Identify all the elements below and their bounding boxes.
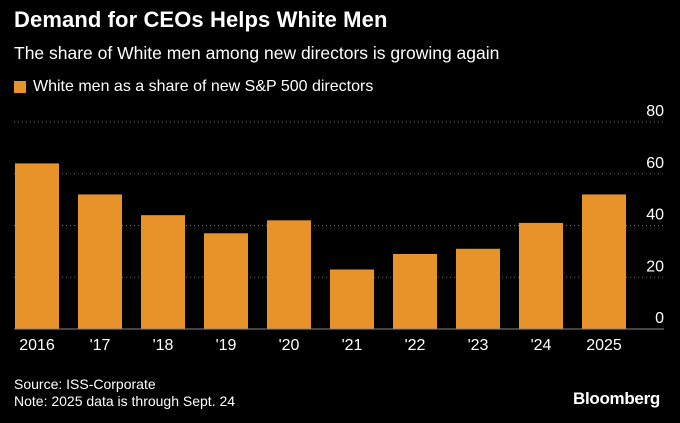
bar-2025 — [582, 194, 626, 329]
x-tick-label: '23 — [468, 337, 489, 354]
y-tick-label: 20 — [646, 258, 664, 275]
bar-23 — [456, 248, 500, 329]
legend-swatch — [14, 81, 26, 93]
y-tick-label: 60 — [646, 155, 664, 172]
x-tick-label: '24 — [531, 337, 552, 354]
bloomberg-logo: Bloomberg — [572, 389, 660, 408]
y-tick-label: 0 — [655, 310, 664, 327]
x-tick-label: '18 — [153, 337, 174, 354]
bar-22 — [393, 253, 437, 329]
y-tick-label: 40 — [646, 207, 664, 224]
bar-18 — [141, 215, 185, 329]
bar-24 — [519, 222, 563, 329]
bar-2016 — [15, 163, 59, 329]
x-tick-label: 2016 — [19, 337, 55, 354]
source-note: Source: ISS-Corporate — [14, 376, 156, 392]
bar-19 — [204, 233, 248, 329]
x-tick-label: '20 — [279, 337, 300, 354]
x-tick-label: '19 — [216, 337, 237, 354]
data-note: Note: 2025 data is through Sept. 24 — [14, 393, 236, 409]
x-tick-label: '21 — [342, 337, 363, 354]
bar-20 — [267, 220, 311, 329]
legend-label: White men as a share of new S&P 500 dire… — [33, 78, 374, 95]
footer: Source: ISS-Corporate Note: 2025 data is… — [14, 376, 235, 410]
x-tick-label: '17 — [90, 337, 111, 354]
y-tick-label: 80 — [646, 103, 664, 120]
chart-subtitle: The share of White men among new directo… — [14, 43, 500, 63]
bar-21 — [330, 269, 374, 329]
bar-17 — [78, 194, 122, 329]
x-tick-label: '22 — [405, 337, 426, 354]
x-tick-label: 2025 — [586, 337, 622, 354]
legend: White men as a share of new S&P 500 dire… — [14, 78, 373, 96]
chart-title: Demand for CEOs Helps White Men — [14, 7, 388, 32]
